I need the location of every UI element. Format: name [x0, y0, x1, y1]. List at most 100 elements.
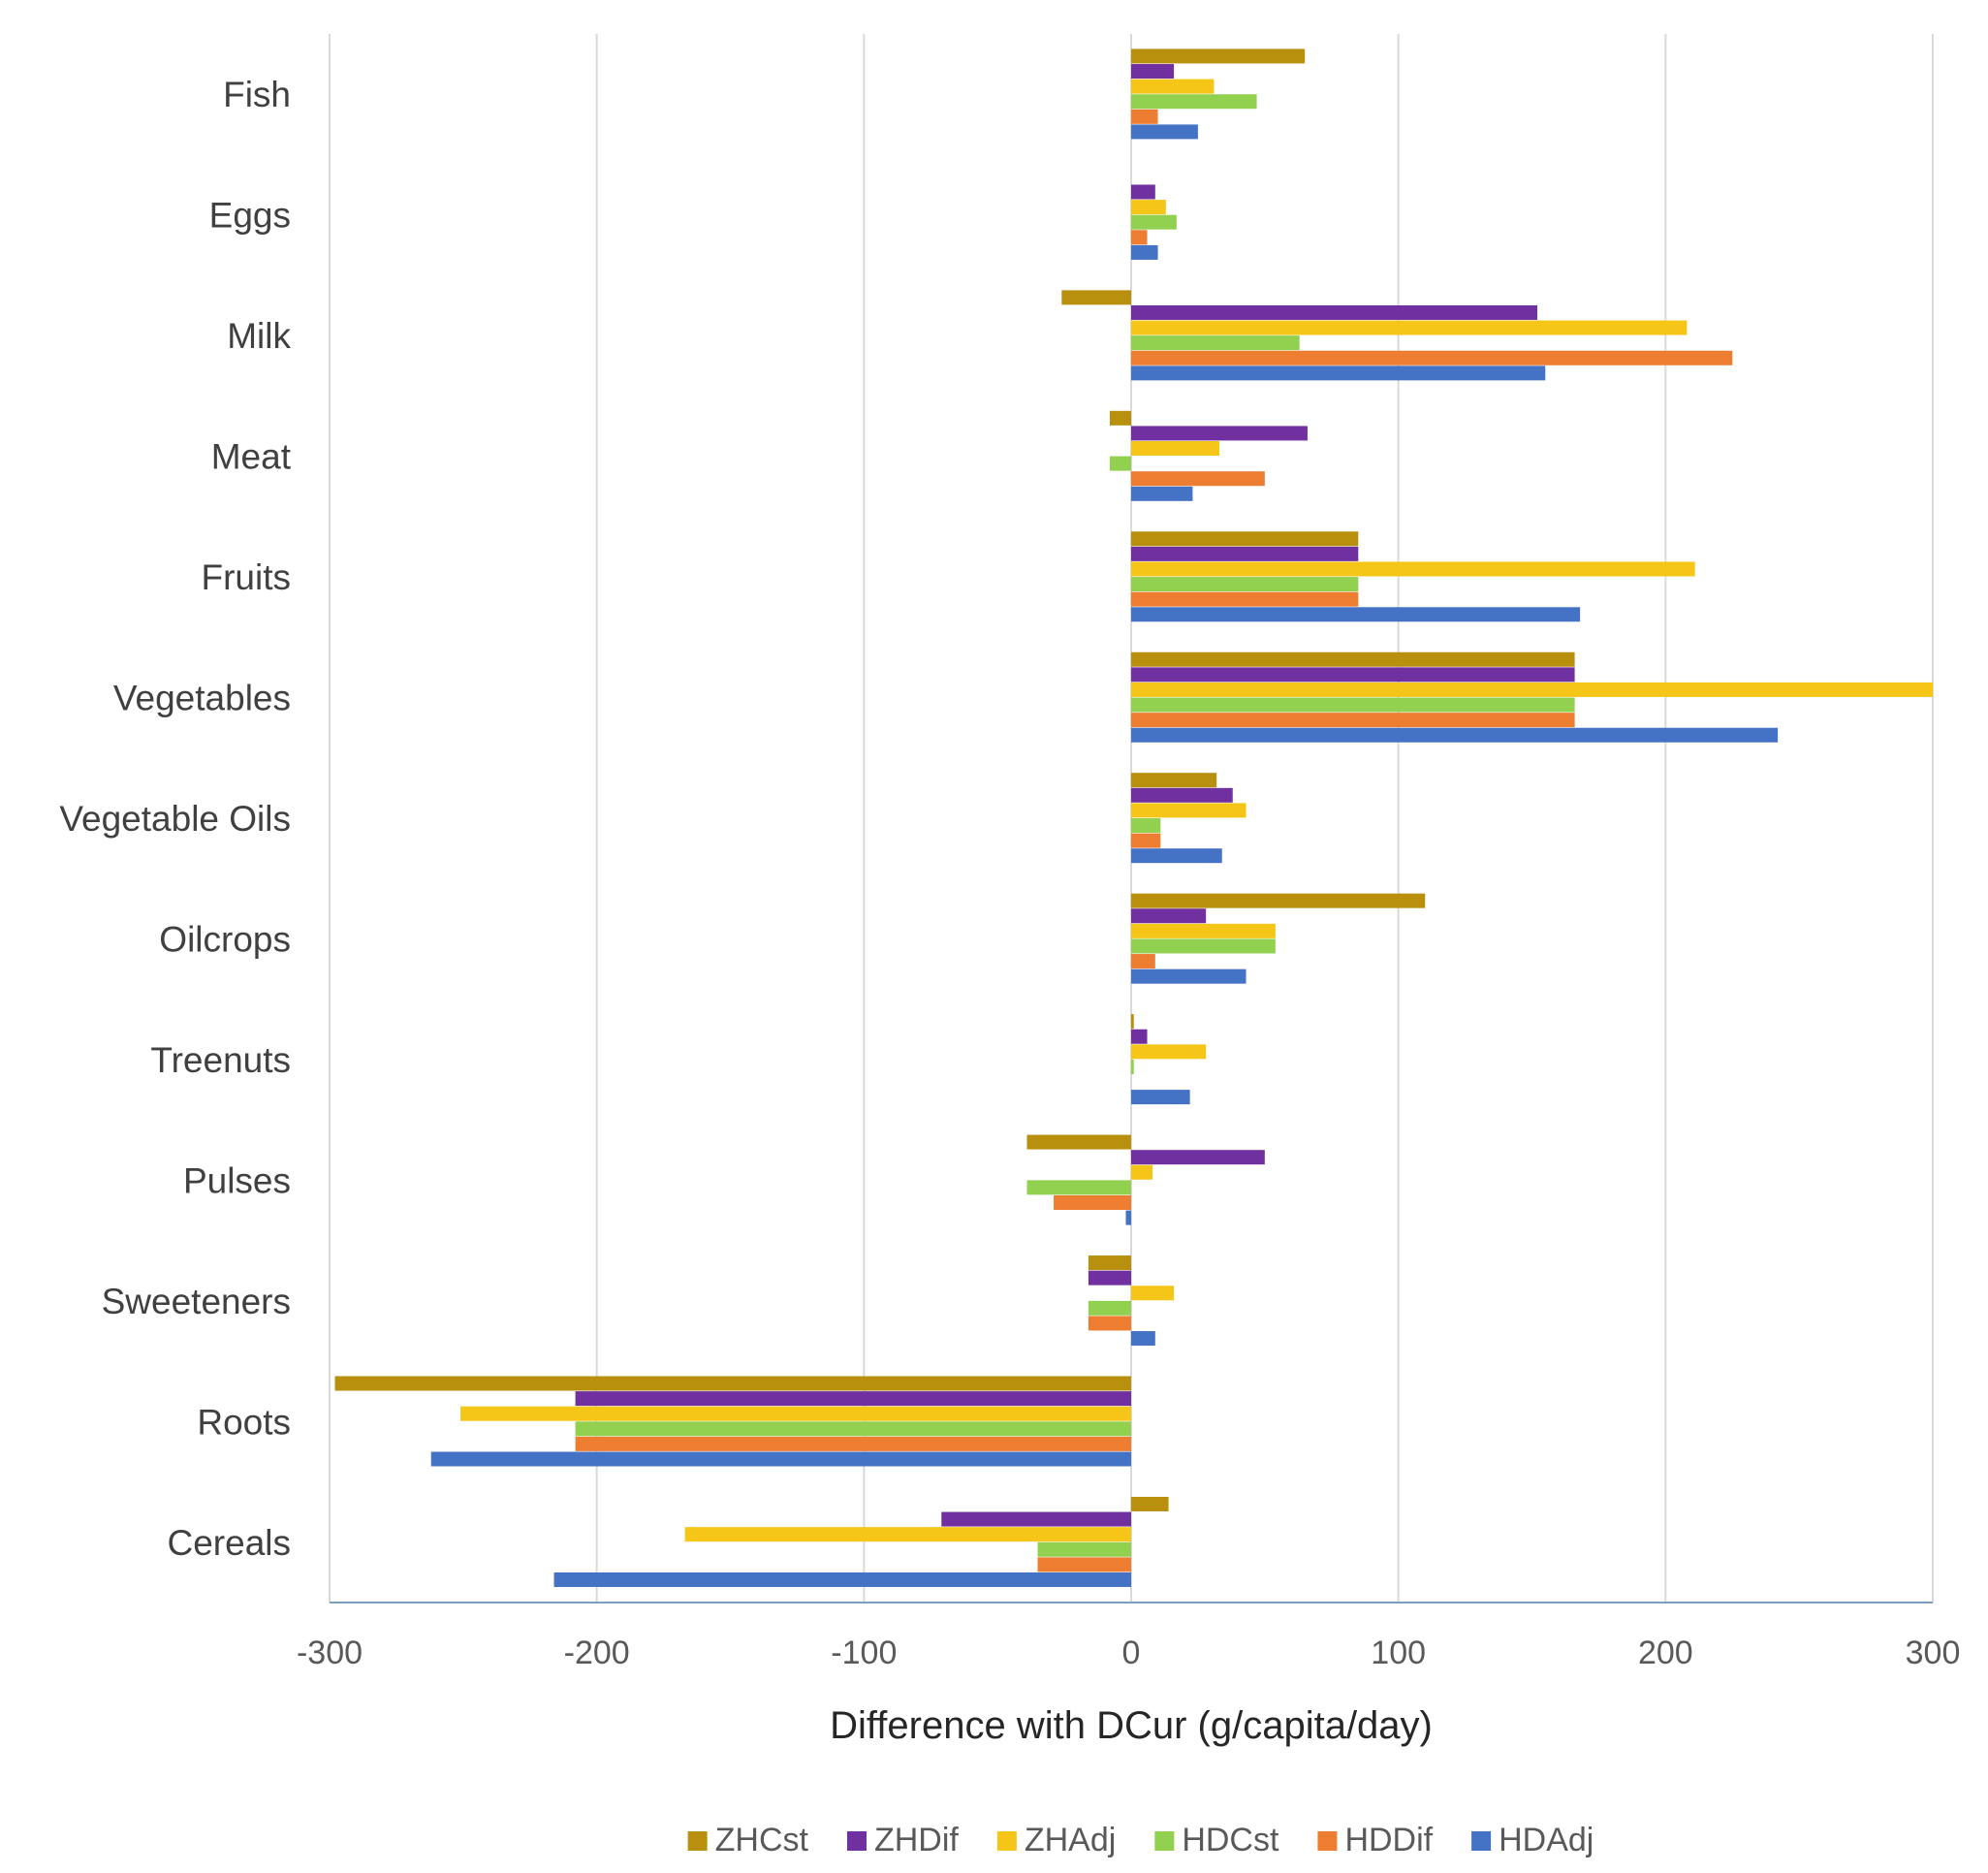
category-label-oilcrops: Oilcrops	[159, 919, 291, 959]
bar-milk-zhadj	[1131, 320, 1688, 335]
bar-treenuts-zhdif	[1131, 1029, 1148, 1044]
bar-roots-zhadj	[460, 1406, 1131, 1421]
bar-pulses-zhdif	[1131, 1150, 1265, 1165]
bar-cereals-zhadj	[684, 1527, 1131, 1542]
bar-eggs-hddif	[1131, 230, 1148, 245]
legend-item-zhcst: ZHCst	[687, 1822, 809, 1858]
legend-swatch	[1154, 1831, 1175, 1851]
bar-fish-zhcst	[1131, 48, 1306, 64]
x-tick-label: -300	[297, 1635, 363, 1671]
x-axis-ticks: -300 -200 -100 0 100 200 300	[297, 1635, 1960, 1671]
legend-swatch	[687, 1831, 708, 1851]
bar-treenuts-zhcst	[1131, 1014, 1134, 1030]
legend-item-zhadj: ZHAdj	[996, 1822, 1116, 1858]
bar-cereals-zhcst	[1131, 1496, 1169, 1511]
bar-oilcrops-zhadj	[1131, 923, 1276, 938]
bar-sweeteners-hdadj	[1131, 1331, 1155, 1347]
legend-label: HDAdj	[1499, 1822, 1594, 1858]
bar-fruits-hdadj	[1131, 607, 1581, 622]
category-label-sweeteners: Sweeteners	[102, 1282, 291, 1321]
category-label-cereals: Cereals	[168, 1523, 292, 1563]
bar-oilcrops-hddif	[1131, 954, 1155, 969]
bar-meat-hddif	[1131, 471, 1265, 487]
bar-pulses-hdadj	[1125, 1210, 1131, 1225]
category-label-treenuts: Treenuts	[150, 1040, 291, 1080]
bar-cereals-hdadj	[553, 1571, 1131, 1587]
bar-sweeteners-zhadj	[1131, 1286, 1175, 1301]
bar-roots-hdadj	[430, 1451, 1132, 1467]
legend-label: HDDif	[1344, 1822, 1433, 1858]
category-labels: Fish Eggs Milk Meat Fruits Vegetables Vegetabl…	[59, 75, 291, 1563]
bar-meat-hdcst	[1109, 456, 1131, 471]
category-label-vegetables: Vegetables	[113, 679, 291, 718]
legend-item-zhdif: ZHDif	[846, 1822, 959, 1858]
category-label-milk: Milk	[227, 316, 291, 356]
bar-milk-hddif	[1131, 350, 1733, 365]
bar-pulses-zhcst	[1026, 1134, 1131, 1150]
bar-fruits-hddif	[1131, 591, 1359, 607]
bar-fish-zhdif	[1131, 64, 1175, 79]
legend-swatch	[1471, 1831, 1492, 1851]
bar-roots-hddif	[575, 1436, 1131, 1451]
bar-oilcrops-hdadj	[1131, 968, 1246, 984]
bar-fruits-hdcst	[1131, 577, 1359, 592]
category-label-roots: Roots	[197, 1402, 291, 1442]
bar-treenuts-hdadj	[1131, 1090, 1190, 1105]
category-label-fruits: Fruits	[202, 557, 292, 597]
bar-meat-zhdif	[1131, 426, 1308, 441]
x-tick-label: 100	[1371, 1635, 1426, 1671]
bar-roots-zhdif	[575, 1391, 1131, 1407]
bar-fruits-zhcst	[1131, 531, 1359, 547]
bar-sweeteners-zhcst	[1088, 1255, 1131, 1271]
bar-eggs-zhdif	[1131, 184, 1155, 200]
bar-vegetables-zhcst	[1131, 651, 1575, 667]
category-label-meat: Meat	[211, 437, 292, 477]
bar-eggs-hdadj	[1131, 244, 1158, 260]
x-tick-label: 200	[1638, 1635, 1693, 1671]
bar-fruits-zhadj	[1131, 561, 1695, 577]
bar-sweeteners-hddif	[1088, 1316, 1131, 1331]
bar-treenuts-hdcst	[1131, 1059, 1134, 1074]
bar-vegetable-oils-zhcst	[1131, 773, 1217, 788]
bar-eggs-zhadj	[1131, 200, 1166, 215]
bar-oilcrops-zhcst	[1131, 893, 1426, 908]
category-label-eggs: Eggs	[209, 196, 291, 236]
category-label-pulses: Pulses	[183, 1160, 291, 1200]
legend: ZHCst ZHDif ZHAdj HDCst HDDif HDAdj	[687, 1822, 1594, 1858]
bar-fish-hdadj	[1131, 124, 1198, 140]
x-tick-label: 0	[1122, 1635, 1141, 1671]
legend-label: ZHAdj	[1025, 1822, 1116, 1858]
bar-cereals-hdcst	[1037, 1541, 1131, 1557]
legend-item-hdadj: HDAdj	[1471, 1822, 1594, 1858]
bar-treenuts-zhadj	[1131, 1044, 1207, 1060]
x-tick-label: -200	[564, 1635, 630, 1671]
bar-vegetable-oils-hdadj	[1131, 848, 1222, 864]
legend-label: ZHDif	[874, 1822, 959, 1858]
category-label-fish: Fish	[223, 75, 291, 114]
bar-meat-zhcst	[1109, 410, 1131, 426]
bar-oilcrops-zhdif	[1131, 908, 1207, 924]
bar-roots-hdcst	[575, 1421, 1131, 1437]
legend-swatch	[1317, 1831, 1338, 1851]
bar-milk-hdadj	[1131, 365, 1546, 381]
bar-vegetables-zhdif	[1131, 667, 1575, 683]
bar-cereals-hddif	[1037, 1557, 1131, 1572]
bars	[334, 48, 1933, 1587]
legend-label: ZHCst	[715, 1822, 809, 1858]
x-axis-title: Difference with DCur (g/capita/day)	[830, 1704, 1433, 1747]
bar-vegetables-hdcst	[1131, 697, 1575, 713]
x-tick-label: -100	[831, 1635, 897, 1671]
category-label-vegetable-oils: Vegetable Oils	[59, 799, 291, 839]
bar-fish-hdcst	[1131, 94, 1257, 110]
legend-label: HDCst	[1182, 1822, 1279, 1858]
bar-pulses-hdcst	[1026, 1180, 1131, 1195]
legend-item-hdcst: HDCst	[1154, 1822, 1279, 1858]
legend-swatch	[846, 1831, 867, 1851]
bar-fish-hddif	[1131, 109, 1158, 124]
bar-meat-zhadj	[1131, 441, 1219, 457]
bar-fish-zhadj	[1131, 79, 1215, 94]
bar-vegetable-oils-hddif	[1131, 833, 1161, 848]
bar-milk-zhdif	[1131, 304, 1538, 320]
bar-pulses-zhadj	[1131, 1164, 1153, 1180]
